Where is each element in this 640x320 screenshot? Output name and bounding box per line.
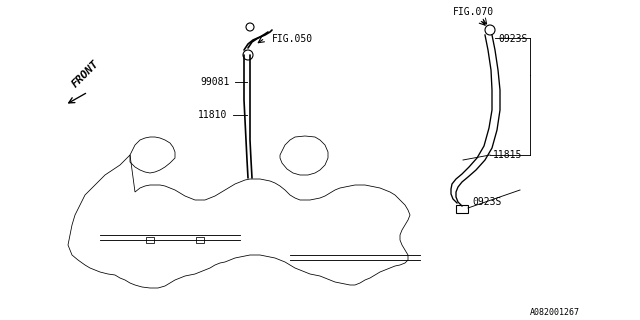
Text: A082001267: A082001267 (530, 308, 580, 317)
Text: 11810: 11810 (198, 110, 227, 120)
Text: FRONT: FRONT (70, 58, 101, 89)
Bar (456, 205, 468, 213)
Text: 11815: 11815 (493, 150, 522, 160)
Bar (146, 237, 154, 243)
Bar (196, 237, 204, 243)
Text: 0923S: 0923S (498, 34, 527, 44)
Text: 99081: 99081 (200, 77, 229, 87)
Text: FIG.050: FIG.050 (272, 34, 313, 44)
Text: 0923S: 0923S (472, 197, 501, 207)
Text: FIG.070: FIG.070 (453, 7, 494, 17)
